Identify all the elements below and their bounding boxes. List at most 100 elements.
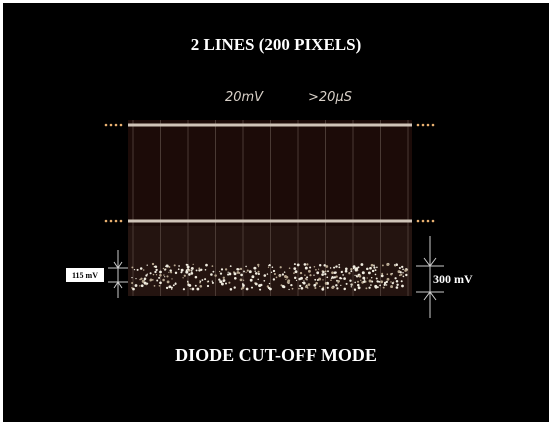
- noise-dot: [293, 276, 297, 280]
- noise-dot: [313, 283, 317, 287]
- noise-dot: [191, 287, 195, 291]
- trace-dot: [109, 123, 113, 127]
- noise-dot: [136, 268, 139, 271]
- noise-dot: [394, 277, 397, 280]
- noise-dot: [204, 269, 207, 271]
- noise-dot: [325, 283, 327, 285]
- noise-dot: [190, 269, 193, 272]
- noise-dot: [309, 266, 312, 269]
- noise-dot: [224, 268, 228, 271]
- noise-dot: [305, 285, 308, 289]
- noise-dot: [405, 273, 408, 277]
- noise-dot: [380, 280, 384, 284]
- noise-dot: [268, 282, 271, 285]
- noise-dot: [325, 265, 329, 268]
- noise-dot: [146, 273, 148, 275]
- noise-dot: [164, 268, 166, 271]
- noise-dot: [375, 277, 378, 280]
- noise-dot: [293, 263, 296, 266]
- noise-dot: [183, 274, 186, 277]
- noise-dot: [155, 268, 158, 272]
- noise-dot: [298, 277, 301, 281]
- noise-dot: [169, 269, 172, 272]
- trace-dot: [416, 123, 420, 127]
- noise-dot: [171, 278, 173, 280]
- noise-dot: [374, 284, 378, 288]
- noise-dot: [185, 269, 188, 272]
- noise-dot: [368, 279, 372, 283]
- arrow-head: [423, 291, 437, 301]
- noise-dot: [373, 266, 376, 269]
- noise-dot: [227, 271, 229, 273]
- trace: [128, 219, 412, 223]
- noise-dot: [295, 279, 298, 282]
- noise-dot: [269, 287, 272, 291]
- noise-dot: [268, 264, 270, 267]
- noise-dot: [333, 276, 336, 279]
- noise-dot: [285, 278, 287, 281]
- noise-dot: [172, 284, 175, 287]
- noise-dot: [319, 285, 321, 288]
- noise-dot: [135, 278, 137, 280]
- noise-dot: [396, 283, 399, 286]
- noise-dot: [301, 282, 304, 284]
- noise-dot: [218, 270, 221, 273]
- noise-dot: [288, 288, 290, 291]
- noise-dot: [321, 287, 325, 291]
- noise-dot: [350, 286, 352, 288]
- noise-dot: [186, 280, 189, 283]
- noise-dot: [386, 273, 389, 275]
- noise-dot: [228, 272, 232, 276]
- noise-dot: [337, 280, 340, 283]
- trace-dot: [119, 219, 123, 223]
- noise-dot: [257, 265, 260, 268]
- noise-dot: [367, 271, 371, 275]
- trace-dot: [109, 219, 113, 223]
- noise-dot: [329, 267, 332, 269]
- noise-dot: [339, 276, 342, 280]
- trace-dot: [421, 219, 425, 223]
- noise-dot: [368, 286, 371, 289]
- noise-dot: [306, 279, 308, 281]
- arrow-head: [423, 257, 437, 267]
- noise-dot: [134, 284, 138, 287]
- left-annotation: [108, 250, 128, 298]
- noise-dot: [316, 271, 320, 275]
- noise-dot: [314, 278, 317, 281]
- scope-screen: [104, 120, 435, 296]
- noise-dot: [211, 281, 214, 284]
- noise-dot: [313, 274, 315, 276]
- noise-dot: [165, 286, 169, 290]
- right-label: 300 mV: [433, 272, 473, 286]
- noise-dot: [344, 267, 348, 271]
- noise-dot: [361, 271, 365, 275]
- noise-dot: [198, 267, 201, 270]
- noise-dot: [250, 286, 254, 289]
- noise-dot: [401, 265, 404, 269]
- noise-dot: [309, 274, 312, 277]
- noise-dot: [162, 278, 165, 282]
- noise-dot: [363, 279, 366, 281]
- noise-dot: [293, 267, 297, 270]
- noise-dot: [365, 287, 368, 290]
- noise-dot: [168, 271, 170, 274]
- noise-dot: [371, 269, 375, 273]
- noise-dot: [331, 276, 334, 279]
- noise-dot: [229, 265, 232, 268]
- noise-dot: [211, 265, 214, 267]
- noise-dot: [327, 283, 329, 285]
- noise-dot: [178, 265, 180, 267]
- noise-dot: [246, 269, 249, 272]
- trace-dot: [104, 123, 108, 127]
- noise-dot: [390, 281, 392, 283]
- noise-dot: [145, 274, 148, 277]
- noise-dot: [352, 265, 356, 269]
- noise-dot: [284, 275, 287, 278]
- noise-dot: [335, 265, 338, 268]
- noise-dot: [366, 277, 368, 279]
- noise-dot: [331, 271, 334, 275]
- noise-dot: [158, 276, 161, 279]
- arrow-head: [113, 281, 123, 289]
- noise-dot: [187, 268, 190, 271]
